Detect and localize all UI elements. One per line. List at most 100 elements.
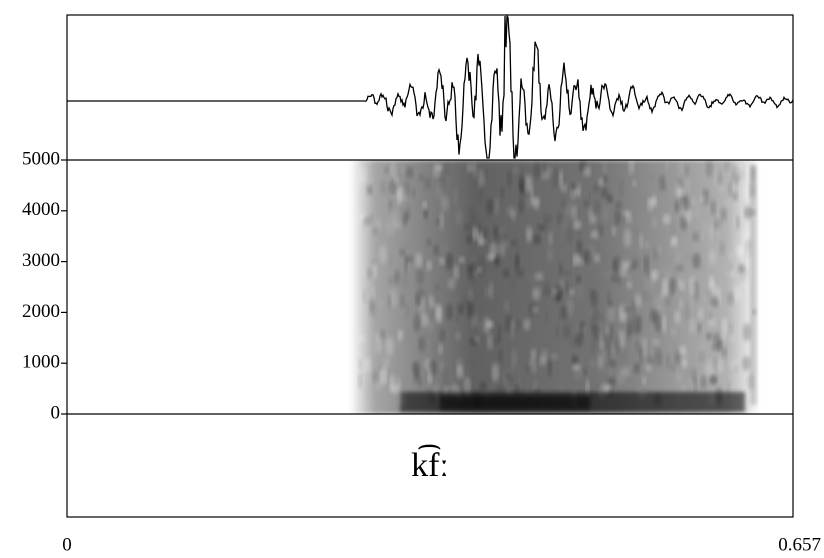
spectrogram-texture — [390, 384, 399, 394]
spectrogram-texture — [357, 276, 364, 286]
spectrogram-texture — [708, 333, 715, 340]
spectrogram-texture — [362, 357, 371, 374]
spectrogram-texture — [400, 372, 406, 391]
spectrogram-texture — [423, 210, 428, 218]
spectrogram-texture — [466, 163, 474, 173]
spectrogram-texture — [423, 201, 427, 209]
spectrogram-texture — [372, 227, 378, 235]
spectrogram-texture — [604, 271, 610, 278]
spectrogram-texture — [402, 212, 408, 227]
spectrogram-texture — [477, 256, 486, 277]
spectrogram-texture — [500, 187, 504, 199]
spectrogram-texture — [590, 360, 595, 367]
spectrogram-texture — [655, 349, 662, 367]
spectrogram-texture — [387, 295, 391, 309]
spectrogram-texture — [437, 327, 443, 343]
spectrogram-texture — [674, 309, 681, 325]
spectrogram-texture — [736, 215, 740, 230]
spectrogram-texture — [487, 333, 493, 350]
spectrogram-texture — [455, 315, 459, 323]
spectrogram-texture — [600, 313, 604, 322]
spectrogram-texture — [727, 291, 734, 306]
spectrogram-texture — [603, 341, 608, 362]
spectrogram-texture — [634, 362, 640, 374]
spectrogram-texture — [385, 337, 394, 356]
spectrogram-texture — [457, 303, 464, 316]
spectrogram-texture — [421, 296, 425, 308]
spectrogram-texture — [640, 192, 648, 211]
spectrogram-texture — [435, 305, 443, 324]
spectrogram-texture — [574, 254, 580, 267]
spectrogram-texture — [678, 298, 683, 310]
spectrogram-texture — [419, 338, 424, 352]
x-tick-label: 0 — [62, 534, 72, 555]
spectrogram-texture — [562, 216, 567, 233]
spectrogram-texture — [690, 243, 694, 252]
spectrogram-texture — [649, 348, 654, 361]
spectrogram-texture — [532, 306, 538, 313]
spectrogram-texture — [510, 276, 516, 290]
spectrogram-texture — [379, 245, 387, 264]
spectrogram-texture — [696, 376, 703, 384]
spectrogram-texture — [565, 280, 569, 293]
spectrogram-texture — [698, 307, 704, 321]
spectrogram-texture — [619, 180, 623, 198]
spectrogram-texture — [628, 264, 636, 278]
spectrogram-texture — [644, 254, 649, 275]
spectrogram-texture — [548, 231, 553, 246]
spectrogram-texture — [642, 339, 648, 358]
spectrogram-texture — [445, 252, 453, 271]
spectrogram-texture — [466, 234, 473, 245]
spectrogram-texture — [402, 181, 410, 197]
spectrogram-texture — [457, 356, 463, 371]
spectrogram-texture — [601, 187, 609, 199]
spectrogram-texture — [453, 264, 459, 280]
spectrogram-texture — [666, 355, 671, 370]
y-tick-label: 4000 — [22, 199, 60, 220]
spectrogram-texture — [404, 302, 409, 318]
spectrogram-texture — [714, 176, 719, 185]
spectrogram-texture — [438, 343, 443, 356]
spectrogram-texture — [515, 318, 521, 332]
spectrogram-texture — [670, 221, 677, 237]
spectrogram-texture — [576, 275, 581, 284]
spectrogram-texture — [684, 209, 692, 223]
spectrogram-texture — [455, 331, 461, 341]
spectrogram-texture — [557, 288, 562, 300]
spectrogram-texture — [380, 179, 387, 195]
spectrogram-texture — [523, 159, 528, 178]
spectrogram-texture — [545, 309, 549, 326]
spectrogram-texture — [439, 360, 444, 371]
spectrogram-texture — [600, 338, 604, 351]
spectrogram-texture — [390, 288, 397, 309]
spectrogram-texture — [692, 252, 701, 270]
spectrogram-texture — [732, 191, 738, 202]
spectrogram-texture — [608, 323, 614, 342]
spectrogram-texture — [373, 193, 377, 200]
spectrogram-texture — [730, 334, 737, 342]
spectrogram-texture — [415, 213, 423, 221]
spectrogram-texture — [555, 325, 560, 337]
spectrogram-texture — [440, 211, 444, 231]
spectrogram-texture — [597, 354, 603, 368]
spectrogram-texture — [376, 374, 383, 391]
spectrogram-texture — [583, 250, 591, 263]
spectrogram-texture — [681, 358, 688, 368]
spectrogram-texture — [663, 349, 669, 366]
spectrogram-texture — [365, 291, 370, 301]
spectrogram-texture — [658, 303, 665, 314]
spectrogram-texture — [468, 288, 474, 304]
spectrogram-texture — [721, 317, 728, 337]
spectrogram-texture — [615, 334, 621, 355]
spectrogram-texture — [725, 270, 731, 278]
spectrogram-texture — [590, 339, 596, 355]
spectrogram-texture — [593, 183, 600, 194]
spectrogram-texture — [546, 247, 553, 262]
spectrogram-texture — [516, 371, 521, 381]
spectrogram-texture — [443, 367, 448, 388]
spectrogram-texture — [608, 190, 613, 205]
spectrogram-texture — [700, 282, 706, 297]
spectrogram-texture — [717, 285, 722, 306]
spectrogram-texture — [548, 250, 554, 262]
spectrogram-texture — [675, 248, 681, 268]
